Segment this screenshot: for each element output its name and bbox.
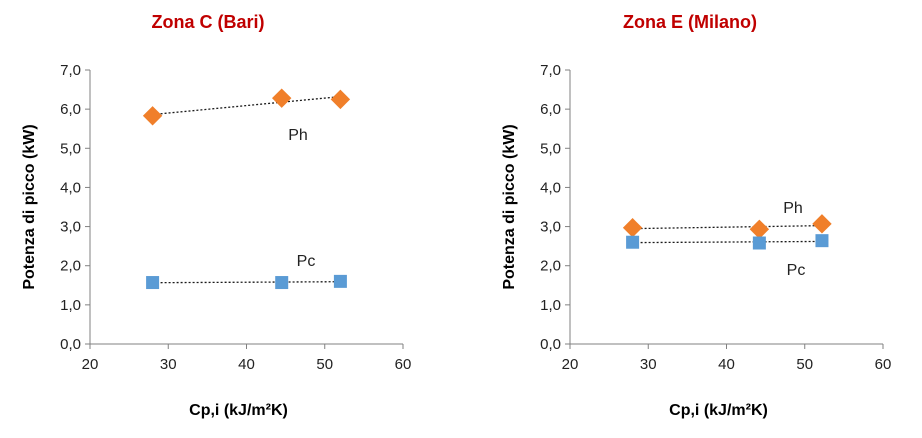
data-point-pc	[146, 276, 160, 290]
data-point-ph	[272, 88, 292, 108]
y-tick-label: 2,0	[60, 258, 81, 275]
y-axis-title: Potenza di picco (kW)	[501, 124, 518, 289]
chart-title: Zona C (Bari)	[151, 12, 264, 32]
x-tick-label: 30	[640, 356, 657, 373]
chart-title: Zona E (Milano)	[623, 12, 757, 32]
x-tick-label: 40	[238, 356, 255, 373]
chart-panel-2: Zona E (Milano) 0,0 1,0 2,0 3,0 4,0 5,0 6,0 7,0 2…	[501, 12, 891, 419]
series-label-ph: Ph	[288, 127, 308, 144]
data-point-ph	[330, 89, 351, 110]
data-point-pc	[752, 236, 766, 250]
trendline-ph	[152, 95, 341, 116]
y-tick-label: 1,0	[60, 297, 81, 314]
x-tick-label: 40	[718, 356, 735, 373]
y-tick-label: 5,0	[60, 140, 81, 157]
data-point-pc	[275, 276, 289, 290]
data-point-pc	[626, 235, 640, 249]
trendline-pc	[152, 281, 341, 284]
y-tick-label: 6,0	[60, 101, 81, 118]
trendline-pc	[632, 240, 822, 244]
y-tick-label: 5,0	[540, 140, 561, 157]
data-point-ph	[749, 219, 770, 240]
data-point-pc	[815, 234, 829, 248]
series-label-ph: Ph	[783, 200, 803, 217]
y-tick-label: 0,0	[60, 336, 81, 353]
y-tick-label: 7,0	[60, 62, 81, 79]
x-axis-title: Cp,i (kJ/m²K)	[189, 402, 288, 419]
data-point-ph	[142, 106, 163, 126]
y-tick-label: 4,0	[540, 179, 561, 196]
x-tick-label: 20	[82, 356, 99, 373]
series-label-pc: Pc	[297, 253, 316, 270]
y-tick-label: 3,0	[540, 219, 561, 236]
y-tick-label: 6,0	[540, 101, 561, 118]
trendline-ph	[632, 224, 822, 230]
x-tick-label: 30	[160, 356, 177, 373]
y-tick-label: 1,0	[540, 297, 561, 314]
x-tick-label: 50	[796, 356, 813, 373]
y-tick-label: 0,0	[540, 336, 561, 353]
data-point-ph	[622, 218, 643, 238]
x-tick-label: 20	[562, 356, 579, 373]
x-tick-label: 50	[316, 356, 333, 373]
y-tick-label: 3,0	[60, 219, 81, 236]
y-tick-label: 7,0	[540, 62, 561, 79]
x-tick-label: 60	[875, 356, 892, 373]
y-tick-label: 4,0	[60, 179, 81, 196]
x-axis-title: Cp,i (kJ/m²K)	[669, 402, 768, 419]
y-axis-title: Potenza di picco (kW)	[21, 124, 38, 289]
series-label-pc: Pc	[787, 262, 806, 279]
chart-panel-1: Zona C (Bari) 0,0 1,0 2,0 3,0 4,0 5,0 6,0 7,0 20 3…	[21, 12, 411, 419]
x-tick-label: 60	[395, 356, 412, 373]
data-point-pc	[333, 274, 347, 288]
data-point-ph	[812, 214, 832, 234]
y-tick-label: 2,0	[540, 258, 561, 275]
